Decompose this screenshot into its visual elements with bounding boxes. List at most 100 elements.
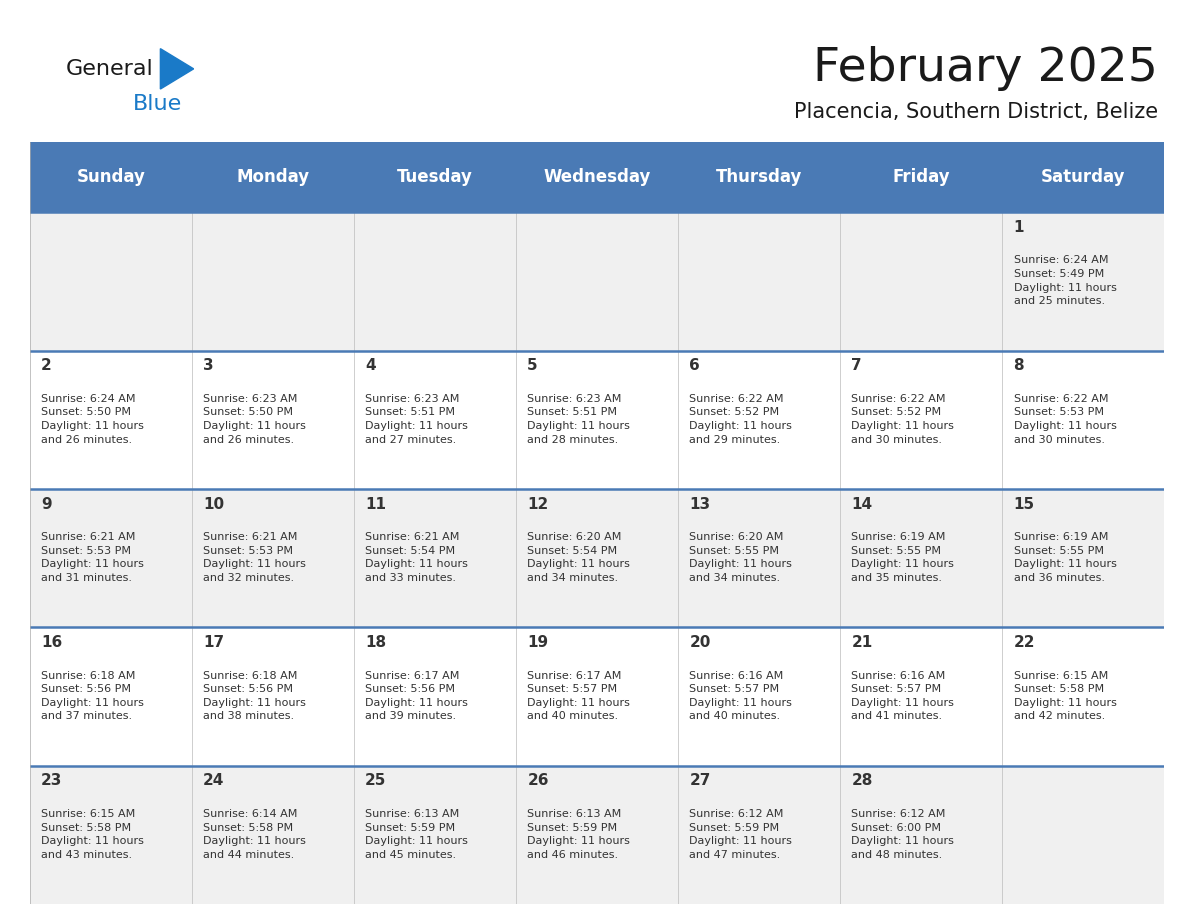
Text: Sunrise: 6:15 AM
Sunset: 5:58 PM
Daylight: 11 hours
and 42 minutes.: Sunrise: 6:15 AM Sunset: 5:58 PM Dayligh… xyxy=(1013,670,1117,722)
Text: Sunrise: 6:18 AM
Sunset: 5:56 PM
Daylight: 11 hours
and 37 minutes.: Sunrise: 6:18 AM Sunset: 5:56 PM Dayligh… xyxy=(42,670,144,722)
Bar xyxy=(354,627,516,766)
Text: 12: 12 xyxy=(527,497,549,511)
Text: Sunrise: 6:17 AM
Sunset: 5:56 PM
Daylight: 11 hours
and 39 minutes.: Sunrise: 6:17 AM Sunset: 5:56 PM Dayligh… xyxy=(365,670,468,722)
Text: Sunrise: 6:22 AM
Sunset: 5:52 PM
Daylight: 11 hours
and 30 minutes.: Sunrise: 6:22 AM Sunset: 5:52 PM Dayligh… xyxy=(852,394,954,444)
Bar xyxy=(1003,212,1164,351)
Bar xyxy=(30,766,191,904)
Text: Sunrise: 6:23 AM
Sunset: 5:50 PM
Daylight: 11 hours
and 26 minutes.: Sunrise: 6:23 AM Sunset: 5:50 PM Dayligh… xyxy=(203,394,307,444)
Text: Sunrise: 6:23 AM
Sunset: 5:51 PM
Daylight: 11 hours
and 28 minutes.: Sunrise: 6:23 AM Sunset: 5:51 PM Dayligh… xyxy=(527,394,630,444)
Text: Sunrise: 6:21 AM
Sunset: 5:53 PM
Daylight: 11 hours
and 32 minutes.: Sunrise: 6:21 AM Sunset: 5:53 PM Dayligh… xyxy=(203,532,307,583)
Text: 19: 19 xyxy=(527,635,549,650)
Bar xyxy=(354,351,516,489)
Text: 4: 4 xyxy=(365,358,375,374)
Bar xyxy=(191,766,354,904)
Text: Sunrise: 6:16 AM
Sunset: 5:57 PM
Daylight: 11 hours
and 41 minutes.: Sunrise: 6:16 AM Sunset: 5:57 PM Dayligh… xyxy=(852,670,954,722)
Bar xyxy=(1003,142,1164,212)
Text: Sunrise: 6:22 AM
Sunset: 5:53 PM
Daylight: 11 hours
and 30 minutes.: Sunrise: 6:22 AM Sunset: 5:53 PM Dayligh… xyxy=(1013,394,1117,444)
Text: 7: 7 xyxy=(852,358,862,374)
Text: 14: 14 xyxy=(852,497,872,511)
Text: 13: 13 xyxy=(689,497,710,511)
Bar xyxy=(840,489,1003,627)
Text: Saturday: Saturday xyxy=(1041,168,1125,186)
Bar xyxy=(840,766,1003,904)
Bar xyxy=(678,212,840,351)
Bar xyxy=(354,766,516,904)
Text: Sunrise: 6:20 AM
Sunset: 5:55 PM
Daylight: 11 hours
and 34 minutes.: Sunrise: 6:20 AM Sunset: 5:55 PM Dayligh… xyxy=(689,532,792,583)
Bar xyxy=(678,351,840,489)
Bar xyxy=(516,489,678,627)
Text: Sunrise: 6:13 AM
Sunset: 5:59 PM
Daylight: 11 hours
and 45 minutes.: Sunrise: 6:13 AM Sunset: 5:59 PM Dayligh… xyxy=(365,809,468,860)
Text: 3: 3 xyxy=(203,358,214,374)
Bar xyxy=(191,627,354,766)
Text: General: General xyxy=(65,59,153,79)
Text: Placencia, Southern District, Belize: Placencia, Southern District, Belize xyxy=(794,102,1158,122)
Text: Thursday: Thursday xyxy=(716,168,802,186)
Text: 23: 23 xyxy=(42,774,63,789)
Text: Sunrise: 6:16 AM
Sunset: 5:57 PM
Daylight: 11 hours
and 40 minutes.: Sunrise: 6:16 AM Sunset: 5:57 PM Dayligh… xyxy=(689,670,792,722)
Bar xyxy=(191,142,354,212)
Text: February 2025: February 2025 xyxy=(814,46,1158,92)
Text: Sunday: Sunday xyxy=(76,168,145,186)
Text: 5: 5 xyxy=(527,358,538,374)
Text: 16: 16 xyxy=(42,635,62,650)
Text: 27: 27 xyxy=(689,774,710,789)
Text: Friday: Friday xyxy=(892,168,950,186)
Bar xyxy=(1003,627,1164,766)
Text: 18: 18 xyxy=(365,635,386,650)
Text: Monday: Monday xyxy=(236,168,309,186)
Bar xyxy=(678,142,840,212)
Text: Blue: Blue xyxy=(133,94,182,114)
Bar xyxy=(191,351,354,489)
Bar xyxy=(678,766,840,904)
Text: Sunrise: 6:23 AM
Sunset: 5:51 PM
Daylight: 11 hours
and 27 minutes.: Sunrise: 6:23 AM Sunset: 5:51 PM Dayligh… xyxy=(365,394,468,444)
Bar xyxy=(30,489,191,627)
Bar xyxy=(1003,489,1164,627)
Bar xyxy=(516,627,678,766)
Text: Tuesday: Tuesday xyxy=(397,168,473,186)
Text: Sunrise: 6:22 AM
Sunset: 5:52 PM
Daylight: 11 hours
and 29 minutes.: Sunrise: 6:22 AM Sunset: 5:52 PM Dayligh… xyxy=(689,394,792,444)
Bar xyxy=(354,212,516,351)
Bar xyxy=(354,142,516,212)
Text: Sunrise: 6:20 AM
Sunset: 5:54 PM
Daylight: 11 hours
and 34 minutes.: Sunrise: 6:20 AM Sunset: 5:54 PM Dayligh… xyxy=(527,532,630,583)
Text: 21: 21 xyxy=(852,635,873,650)
Bar xyxy=(30,627,191,766)
Bar xyxy=(1003,351,1164,489)
Bar xyxy=(840,351,1003,489)
Text: Sunrise: 6:12 AM
Sunset: 6:00 PM
Daylight: 11 hours
and 48 minutes.: Sunrise: 6:12 AM Sunset: 6:00 PM Dayligh… xyxy=(852,809,954,860)
Bar xyxy=(354,489,516,627)
Bar xyxy=(678,627,840,766)
Bar xyxy=(30,142,191,212)
Text: Sunrise: 6:24 AM
Sunset: 5:50 PM
Daylight: 11 hours
and 26 minutes.: Sunrise: 6:24 AM Sunset: 5:50 PM Dayligh… xyxy=(42,394,144,444)
Bar xyxy=(30,212,191,351)
Text: 26: 26 xyxy=(527,774,549,789)
Bar xyxy=(840,212,1003,351)
Text: 10: 10 xyxy=(203,497,225,511)
Text: 25: 25 xyxy=(365,774,386,789)
Text: 2: 2 xyxy=(42,358,52,374)
Bar xyxy=(516,212,678,351)
Text: Sunrise: 6:21 AM
Sunset: 5:54 PM
Daylight: 11 hours
and 33 minutes.: Sunrise: 6:21 AM Sunset: 5:54 PM Dayligh… xyxy=(365,532,468,583)
Bar xyxy=(1003,766,1164,904)
Text: 6: 6 xyxy=(689,358,700,374)
Text: 24: 24 xyxy=(203,774,225,789)
Text: Sunrise: 6:12 AM
Sunset: 5:59 PM
Daylight: 11 hours
and 47 minutes.: Sunrise: 6:12 AM Sunset: 5:59 PM Dayligh… xyxy=(689,809,792,860)
Bar xyxy=(30,351,191,489)
Text: 22: 22 xyxy=(1013,635,1035,650)
Text: 9: 9 xyxy=(42,497,51,511)
Bar xyxy=(191,489,354,627)
Text: 20: 20 xyxy=(689,635,710,650)
Text: Sunrise: 6:13 AM
Sunset: 5:59 PM
Daylight: 11 hours
and 46 minutes.: Sunrise: 6:13 AM Sunset: 5:59 PM Dayligh… xyxy=(527,809,630,860)
Bar xyxy=(678,489,840,627)
Text: Sunrise: 6:24 AM
Sunset: 5:49 PM
Daylight: 11 hours
and 25 minutes.: Sunrise: 6:24 AM Sunset: 5:49 PM Dayligh… xyxy=(1013,255,1117,306)
Text: 15: 15 xyxy=(1013,497,1035,511)
Text: 11: 11 xyxy=(365,497,386,511)
Text: Sunrise: 6:21 AM
Sunset: 5:53 PM
Daylight: 11 hours
and 31 minutes.: Sunrise: 6:21 AM Sunset: 5:53 PM Dayligh… xyxy=(42,532,144,583)
Text: Sunrise: 6:17 AM
Sunset: 5:57 PM
Daylight: 11 hours
and 40 minutes.: Sunrise: 6:17 AM Sunset: 5:57 PM Dayligh… xyxy=(527,670,630,722)
Text: Sunrise: 6:14 AM
Sunset: 5:58 PM
Daylight: 11 hours
and 44 minutes.: Sunrise: 6:14 AM Sunset: 5:58 PM Dayligh… xyxy=(203,809,307,860)
Bar xyxy=(516,766,678,904)
Text: Wednesday: Wednesday xyxy=(543,168,651,186)
Text: 28: 28 xyxy=(852,774,873,789)
Bar xyxy=(516,142,678,212)
Text: 8: 8 xyxy=(1013,358,1024,374)
Text: Sunrise: 6:19 AM
Sunset: 5:55 PM
Daylight: 11 hours
and 35 minutes.: Sunrise: 6:19 AM Sunset: 5:55 PM Dayligh… xyxy=(852,532,954,583)
